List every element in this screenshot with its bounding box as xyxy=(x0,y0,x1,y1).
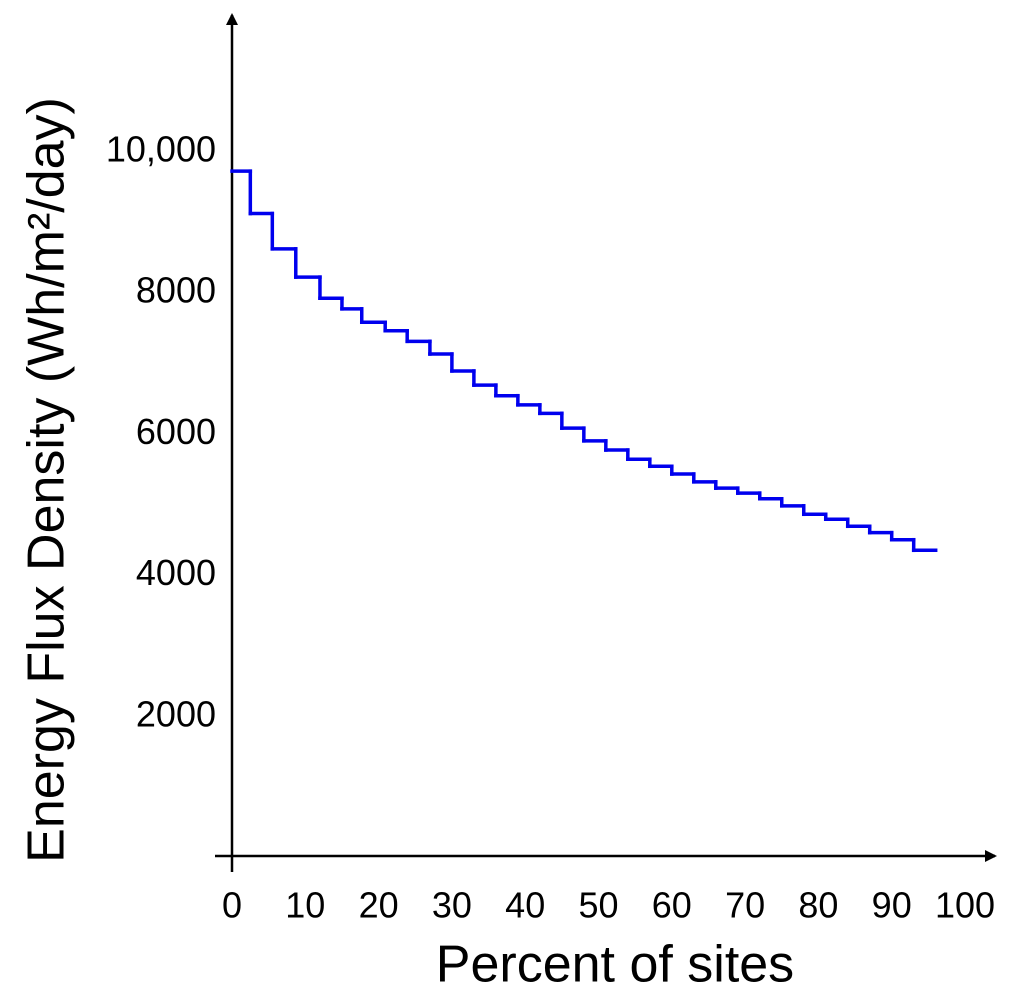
y-tick-label: 4000 xyxy=(136,552,216,593)
x-axis-title: Percent of sites xyxy=(436,936,794,994)
x-tick-label: 30 xyxy=(432,885,472,926)
x-tick-label: 50 xyxy=(578,885,618,926)
x-tick-label: 80 xyxy=(798,885,838,926)
x-tick-label: 60 xyxy=(652,885,692,926)
y-axis-title: Energy Flux Density (Wh/m²/day) xyxy=(18,97,76,863)
x-tick-label: 20 xyxy=(359,885,399,926)
x-tick-label: 10 xyxy=(285,885,325,926)
y-tick-label: 2000 xyxy=(136,693,216,734)
x-tick-label: 0 xyxy=(222,885,242,926)
x-tick-label: 90 xyxy=(872,885,912,926)
x-tick-label: 40 xyxy=(505,885,545,926)
y-tick-label: 6000 xyxy=(136,411,216,452)
y-tick-label: 8000 xyxy=(136,270,216,311)
y-tick-label: 10,000 xyxy=(106,129,216,170)
x-tick-label: 100 xyxy=(935,885,995,926)
x-tick-label: 70 xyxy=(725,885,765,926)
